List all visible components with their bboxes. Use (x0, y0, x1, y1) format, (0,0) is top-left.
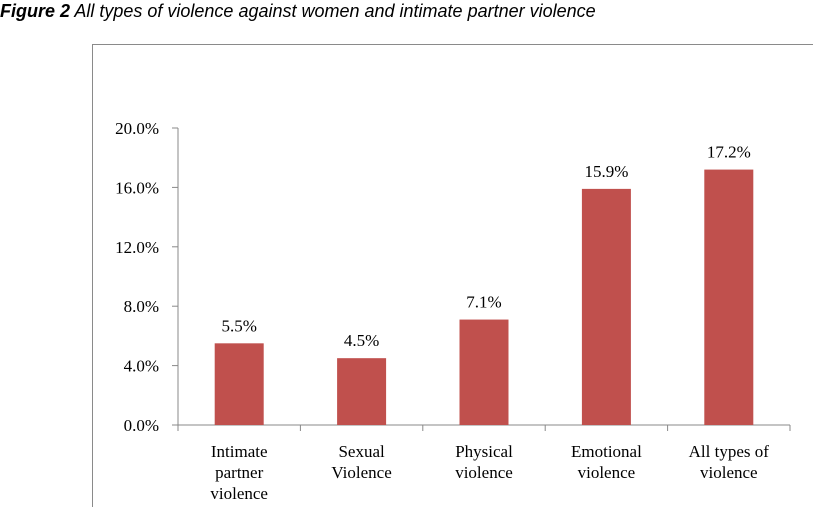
figure-caption-text: All types of violence against women and … (74, 1, 596, 21)
x-category-label-line: violence (578, 463, 636, 482)
y-tick-label: 0.0% (124, 416, 159, 435)
x-category-label-line: Violence (331, 463, 391, 482)
x-category-label-line: All types of (689, 442, 770, 461)
y-tick-label: 8.0% (124, 297, 159, 316)
figure-caption: Figure 2 All types of violence against w… (0, 0, 813, 24)
data-label: 4.5% (344, 331, 379, 350)
bar (214, 343, 264, 425)
chart-frame (92, 44, 813, 507)
y-tick-label: 20.0% (115, 119, 159, 138)
data-label: 5.5% (221, 316, 256, 335)
x-category-label-line: violence (210, 484, 268, 503)
x-category-label: Intimate partner violence (210, 442, 268, 503)
x-category-label-line: Sexual (338, 442, 385, 461)
figure-number: Figure 2 (0, 1, 71, 21)
x-category-label-line: Emotional (571, 442, 642, 461)
x-category-label-line: violence (700, 463, 758, 482)
bar (581, 188, 631, 425)
data-label: 7.1% (466, 293, 501, 312)
x-category-label-line: violence (455, 463, 513, 482)
x-category-label: Emotional violence (571, 442, 642, 482)
data-label: 15.9% (584, 162, 628, 181)
x-category-label-line: Physical (455, 442, 513, 461)
bar (459, 319, 509, 425)
x-category-label: Physical violence (455, 442, 513, 482)
x-category-label-line: partner (215, 463, 263, 482)
y-tick-label: 16.0% (115, 178, 159, 197)
bar (337, 358, 387, 425)
x-category-label-line: Intimate (211, 442, 268, 461)
data-label: 17.2% (707, 143, 751, 162)
x-category-label: All types of violence (689, 442, 770, 482)
x-category-label: Sexual Violence (331, 442, 391, 482)
y-tick-label: 12.0% (115, 238, 159, 257)
y-tick-label: 4.0% (124, 357, 159, 376)
bar (704, 169, 754, 425)
